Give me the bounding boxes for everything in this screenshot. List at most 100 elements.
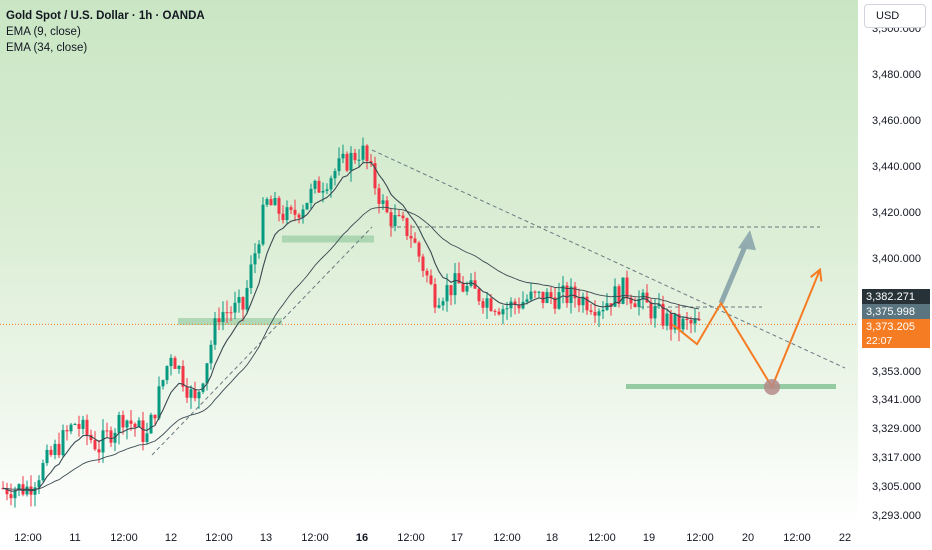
candle-body	[225, 312, 229, 314]
candle-body	[629, 297, 633, 304]
candle-body	[189, 389, 193, 398]
ascending-trendline	[151, 226, 373, 456]
candle-body	[425, 270, 429, 276]
time-tick-label: 11	[69, 532, 81, 544]
candle-body	[581, 296, 585, 306]
chart-pane[interactable]: Gold Spot / U.S. Dollar · 1h · OANDA EMA…	[0, 0, 858, 525]
price-tick-label: 3,305.000	[872, 481, 921, 493]
candle-body	[409, 235, 413, 239]
candle-body	[89, 434, 93, 441]
candle-body	[465, 285, 469, 292]
candle-body	[437, 305, 441, 308]
ema-slow-price-tag: 3,382.271	[862, 289, 930, 305]
time-axis[interactable]: 12:00 11 12:00 12 12:00 13 12:00 16 12:00 17 12:00…	[0, 525, 858, 550]
candle-body	[205, 363, 209, 384]
candle-body	[209, 344, 213, 364]
candle-body	[405, 218, 409, 236]
candle-body	[573, 286, 577, 299]
candle-body	[349, 152, 353, 171]
alternative-path-arrow	[718, 243, 749, 305]
candle-body	[517, 304, 521, 309]
time-tick-label: 19	[642, 532, 656, 544]
candle-body	[41, 463, 45, 481]
candle-body	[197, 391, 201, 399]
candle-body	[297, 214, 301, 218]
candle-body	[345, 153, 349, 171]
price-axis[interactable]: 3,500.000 3,480.000 3,460.000 3,440.000 3,42…	[858, 0, 932, 525]
candle-body	[373, 163, 377, 189]
candle-body	[661, 303, 665, 326]
candle-body	[105, 430, 109, 432]
candle-body	[125, 420, 129, 428]
candle-body	[565, 285, 569, 304]
candle-body	[601, 309, 605, 312]
candle-body	[241, 297, 245, 310]
candle-body	[461, 283, 465, 292]
price-tick-label: 3,329.000	[872, 423, 921, 435]
time-tick-label: 13	[259, 532, 273, 544]
candle-body	[637, 298, 641, 308]
candle-body	[169, 357, 173, 367]
candle-body	[157, 386, 161, 419]
candle-body	[49, 449, 53, 455]
candle-body	[129, 420, 133, 424]
time-tick-label: 12:00	[588, 532, 616, 544]
candle-body	[673, 314, 677, 330]
time-tick-label: 20	[741, 532, 755, 544]
candle-body	[33, 487, 37, 495]
candle-body	[357, 159, 361, 161]
currency-button[interactable]: USD	[864, 4, 926, 28]
candle-body	[257, 244, 261, 254]
candle-body	[221, 312, 225, 323]
candlestick-chart[interactable]	[0, 0, 858, 525]
candle-body	[593, 311, 597, 316]
ema-fast-legend[interactable]: EMA (9, close)	[6, 26, 81, 38]
candle-body	[277, 197, 281, 214]
candle-body	[633, 303, 637, 308]
alternative-arrow-head	[738, 230, 756, 251]
candle-body	[81, 419, 85, 429]
demand-zone	[178, 318, 282, 325]
candle-body	[549, 292, 553, 298]
candle-body	[213, 318, 217, 345]
candle-body	[417, 242, 421, 257]
ema-9-line	[2, 161, 700, 492]
candle-body	[353, 152, 357, 161]
price-tick-label: 3,440.000	[872, 161, 921, 173]
candle-body	[13, 490, 17, 499]
time-tick-label: 17	[450, 532, 464, 544]
price-tick-label: 3,460.000	[872, 115, 921, 127]
candle-body	[117, 415, 121, 433]
target-circle	[764, 379, 780, 395]
candle-body	[101, 430, 105, 453]
candle-body	[273, 197, 277, 206]
projection-path	[672, 269, 821, 390]
support-level-zone	[626, 384, 836, 389]
candle-body	[537, 291, 541, 293]
candle-body	[65, 430, 69, 432]
time-tick-label: 22	[838, 532, 852, 544]
candle-body	[497, 311, 501, 315]
candle-body	[669, 313, 673, 330]
symbol-title[interactable]: Gold Spot / U.S. Dollar · 1h · OANDA	[6, 10, 205, 22]
candle-body	[201, 383, 205, 392]
candle-body	[17, 484, 21, 491]
candle-body	[485, 298, 489, 308]
time-tick-label: 12:00	[783, 532, 811, 544]
price-tick-label: 3,317.000	[872, 452, 921, 464]
candle-body	[541, 291, 545, 303]
candle-body	[589, 310, 593, 312]
ema-slow-legend[interactable]: EMA (34, close)	[6, 42, 88, 54]
candle-body	[317, 180, 321, 193]
candle-body	[109, 430, 113, 443]
candle-body	[137, 420, 141, 428]
chart-legend: Gold Spot / U.S. Dollar · 1h · OANDA EMA…	[6, 8, 205, 56]
candle-body	[457, 273, 461, 284]
candle-body	[97, 449, 101, 453]
candle-body	[477, 288, 481, 302]
candle-body	[285, 207, 289, 221]
time-tick-label: 12:00	[110, 532, 138, 544]
candle-body	[533, 291, 537, 293]
candle-body	[501, 309, 505, 315]
price-tick-label: 3,420.000	[872, 207, 921, 219]
